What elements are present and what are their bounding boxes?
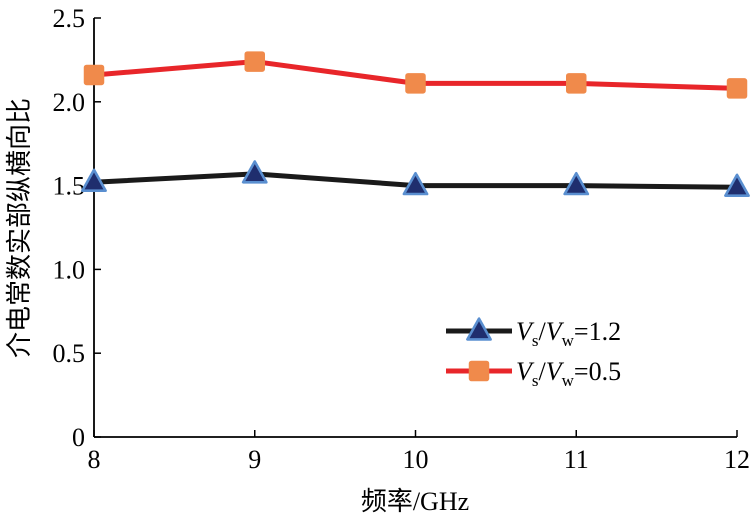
data-point <box>83 64 105 86</box>
legend-item-2: Vs/Vw=0.5 <box>446 357 621 390</box>
data-point <box>566 73 587 94</box>
data-point <box>241 160 268 184</box>
y-tick-label: 2.0 <box>53 88 86 117</box>
legend-item-1: Vs/Vw=1.2 <box>446 317 621 350</box>
y-tick-label: 1.5 <box>53 172 86 201</box>
data-point <box>402 171 429 196</box>
data-point <box>726 78 748 99</box>
series-1 <box>81 160 750 197</box>
y-tick-label: 2.5 <box>53 4 86 33</box>
data-point <box>244 51 265 72</box>
y-tick-label: 0 <box>72 423 85 452</box>
y-ticks: 0 0.5 1.0 1.5 2.0 2.5 <box>53 4 101 452</box>
data-point <box>563 171 590 196</box>
legend-label: Vs/Vw=0.5 <box>516 357 621 390</box>
x-axis-label: 频率/GHz <box>361 487 469 516</box>
series-layer <box>81 51 750 197</box>
x-tick-label: 8 <box>88 445 101 474</box>
legend-marker <box>468 360 490 382</box>
series-2 <box>83 51 748 99</box>
y-tick-label: 0.5 <box>53 339 86 368</box>
x-ticks: 8 9 10 11 12 <box>88 430 750 474</box>
y-tick-label: 1.0 <box>53 255 86 284</box>
x-tick-label: 10 <box>403 445 429 474</box>
data-point <box>405 73 426 94</box>
legend-label: Vs/Vw=1.2 <box>516 317 621 350</box>
data-point <box>81 168 107 192</box>
legend: Vs/Vw=1.2 Vs/Vw=0.5 <box>446 317 621 390</box>
x-tick-label: 12 <box>724 445 750 474</box>
data-point <box>724 173 750 197</box>
y-axis-label: 介电常数实部纵横向比 <box>5 98 34 358</box>
legend-marker <box>466 317 492 341</box>
x-tick-label: 11 <box>564 445 589 474</box>
x-tick-label: 9 <box>248 445 261 474</box>
